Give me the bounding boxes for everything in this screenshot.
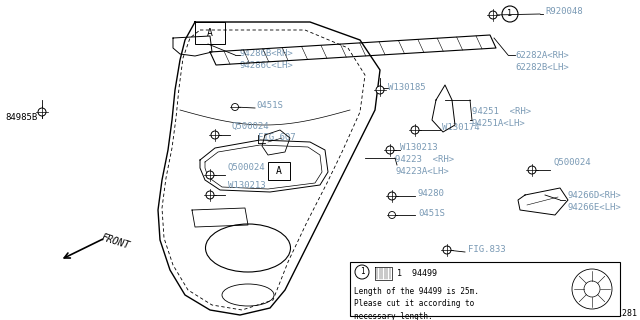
Text: 1  94499: 1 94499: [397, 268, 437, 277]
Text: 94251  <RH>: 94251 <RH>: [472, 108, 531, 116]
Text: FRONT: FRONT: [100, 233, 131, 251]
Text: 94266E<LH>: 94266E<LH>: [567, 203, 621, 212]
Circle shape: [388, 212, 396, 219]
Circle shape: [489, 11, 497, 19]
Circle shape: [206, 171, 214, 179]
Text: FIG.833: FIG.833: [468, 245, 506, 254]
Text: 94266D<RH>: 94266D<RH>: [567, 190, 621, 199]
FancyBboxPatch shape: [350, 262, 620, 316]
Text: A: A: [207, 28, 213, 38]
Text: Q500024: Q500024: [228, 163, 266, 172]
Circle shape: [376, 86, 384, 94]
Text: A: A: [276, 166, 282, 176]
Text: Length of the 94499 is 25m.
Please cut it according to
necessary length.: Length of the 94499 is 25m. Please cut i…: [354, 287, 479, 320]
Circle shape: [206, 191, 214, 199]
Text: 62282B<LH>: 62282B<LH>: [515, 62, 569, 71]
Text: W130213: W130213: [228, 181, 266, 190]
Text: Q500024: Q500024: [232, 122, 269, 131]
Circle shape: [528, 166, 536, 174]
Circle shape: [443, 246, 451, 254]
Text: FIG.607: FIG.607: [258, 133, 296, 142]
Text: W130185: W130185: [388, 84, 426, 92]
Text: 1: 1: [508, 10, 513, 19]
Circle shape: [386, 146, 394, 154]
Circle shape: [411, 126, 419, 134]
Circle shape: [211, 131, 219, 139]
Text: Q500024: Q500024: [553, 157, 591, 166]
Text: 94286C<LH>: 94286C<LH>: [240, 60, 294, 69]
Text: 94223A<LH>: 94223A<LH>: [395, 167, 449, 177]
Text: 94286B<RH>: 94286B<RH>: [240, 49, 294, 58]
Circle shape: [38, 108, 46, 116]
Text: 62282A<RH>: 62282A<RH>: [515, 51, 569, 60]
Text: 84985B: 84985B: [5, 114, 37, 123]
Text: A941001281: A941001281: [588, 309, 638, 318]
Text: 0451S: 0451S: [256, 101, 283, 110]
Text: W130174: W130174: [442, 124, 479, 132]
Text: 94251A<LH>: 94251A<LH>: [472, 119, 525, 129]
Text: 0451S: 0451S: [418, 209, 445, 218]
Circle shape: [232, 103, 239, 110]
Text: R920048: R920048: [545, 6, 582, 15]
Text: 94280: 94280: [418, 189, 445, 198]
Circle shape: [388, 192, 396, 200]
Text: 94223  <RH>: 94223 <RH>: [395, 156, 454, 164]
Text: 1: 1: [360, 268, 364, 276]
Text: W130213: W130213: [400, 143, 438, 153]
